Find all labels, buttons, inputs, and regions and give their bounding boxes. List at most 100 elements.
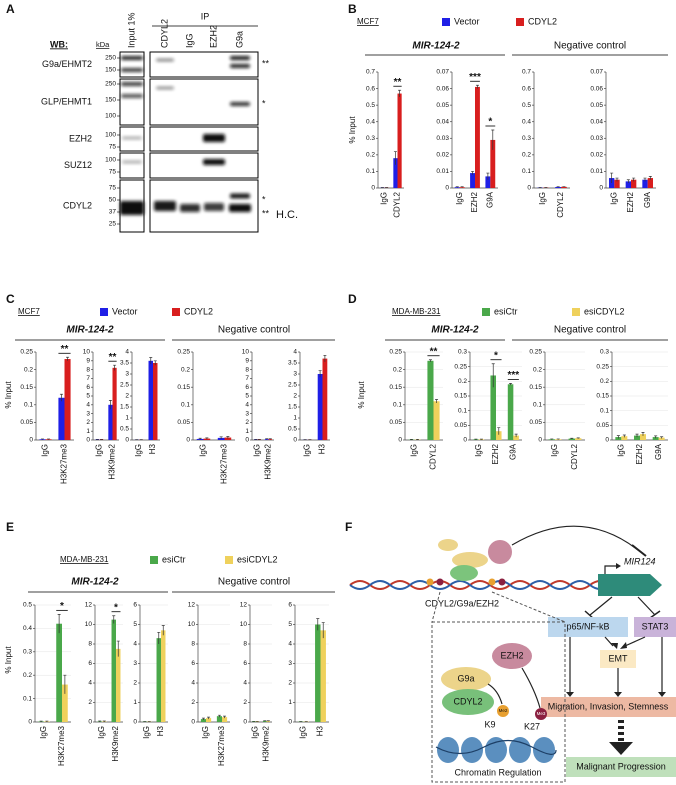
y-tick-label: 0.07 [436, 69, 449, 76]
y-tick-label: 5 [245, 393, 249, 400]
error-bar [497, 427, 501, 435]
y-axis-title: % Input [357, 381, 366, 409]
error-bar [226, 436, 230, 439]
category-label: H3 [318, 443, 327, 454]
y-tick-label: 0.3 [23, 649, 32, 656]
wb-label: WB: [50, 39, 68, 49]
y-tick-label: 0.7 [366, 69, 375, 76]
node-box [541, 697, 676, 717]
y-axis-title: % Input [348, 116, 357, 144]
y-tick-label: 1 [125, 415, 129, 422]
error-bar [428, 359, 432, 362]
blot-band [230, 193, 250, 199]
y-tick-label: 0.3 [458, 349, 467, 356]
dna-strand [349, 580, 611, 590]
y-tick-label: 0 [133, 719, 137, 726]
y-tick-label: 1 [86, 428, 90, 435]
blot-note: * [262, 194, 266, 204]
y-tick-label: 3 [125, 371, 129, 378]
error-bar [616, 435, 620, 439]
y-tick-label: 3 [288, 660, 292, 667]
category-label: H3 [316, 725, 325, 736]
y-tick-label: 1 [245, 428, 249, 435]
bar [614, 179, 620, 188]
error-bar [219, 436, 223, 439]
kda-marker: 37 [109, 209, 117, 216]
error-bar [475, 84, 479, 89]
significance-label: * [114, 602, 118, 613]
y-tick-label: 0.05 [529, 419, 542, 426]
y-tick-label: 0.6 [522, 85, 531, 92]
category-label: IgG [142, 726, 151, 739]
error-bar [207, 716, 211, 720]
error-bar [471, 171, 475, 175]
category-label: H3K27me3 [217, 725, 226, 766]
category-label: H3 [156, 725, 165, 736]
y-tick-label: 2 [125, 393, 129, 400]
category-label: IgG [538, 192, 547, 205]
row-label: G9a/EHMT2 [42, 59, 92, 69]
y-tick-label: 0.15 [596, 393, 609, 400]
y-tick-label: 0.1 [23, 695, 32, 702]
error-bar [556, 438, 560, 440]
row-label: SUZ12 [64, 160, 92, 170]
cell-line: MCF7 [357, 17, 379, 26]
bar [322, 358, 328, 440]
y-tick-label: 4 [133, 641, 137, 648]
blot-band [203, 159, 225, 165]
mark-dot [426, 578, 434, 586]
error-bar [316, 618, 320, 631]
category-label: G9A [508, 443, 517, 460]
y-tick-label: 0.3 [522, 135, 531, 142]
category-label: IgG [550, 444, 559, 457]
error-bar [57, 614, 61, 634]
bar [513, 435, 519, 440]
cell-line: MDA-MB-231 [392, 307, 441, 316]
bar [62, 684, 68, 722]
category-label: IgG [97, 726, 106, 739]
y-tick-label: 2 [191, 699, 195, 706]
error-bar [47, 438, 51, 440]
error-bar [153, 360, 157, 366]
y-tick-label: 0.05 [177, 419, 190, 426]
error-bar [116, 640, 120, 657]
protein [441, 667, 491, 691]
legend-swatch [100, 308, 108, 316]
blot-note: H.C. [276, 209, 298, 221]
lane-label: G9a [234, 31, 244, 48]
y-tick-label: 12 [85, 602, 93, 609]
node-label: EMT [609, 653, 629, 663]
mark-dot [535, 708, 547, 720]
error-bar [40, 438, 44, 440]
y-tick-label: 0 [86, 437, 90, 444]
error-bar [157, 631, 161, 644]
mark-dot [498, 578, 506, 586]
kda-marker: 75 [109, 185, 117, 192]
y-tick-label: 0.05 [454, 422, 467, 429]
bar [216, 716, 222, 722]
bar [266, 721, 271, 722]
error-bar [491, 363, 495, 388]
y-tick-label: 0 [527, 185, 531, 192]
y-tick-label: 0.2 [181, 366, 190, 373]
y-tick-label: 4 [243, 680, 247, 687]
arrow [604, 636, 614, 647]
error-bar [486, 172, 490, 180]
error-bar [416, 438, 420, 440]
y-tick-label: 2 [293, 393, 297, 400]
error-bar [266, 720, 270, 722]
y-tick-label: 0 [245, 437, 249, 444]
category-label: H3K27me3 [60, 443, 69, 484]
mark-label: Me3 [537, 711, 546, 716]
y-tick-label: 0.5 [522, 102, 531, 109]
arrows [569, 636, 663, 692]
y-tick-label: 0.05 [20, 419, 33, 426]
significance-label: ** [430, 346, 438, 357]
protein [488, 540, 512, 564]
legend-label: esiCtr [162, 554, 186, 564]
error-bar [435, 399, 439, 404]
category-label: IgG [201, 726, 210, 739]
error-bar [474, 438, 478, 440]
category-label: IgG [251, 726, 260, 739]
y-tick-label: 8 [86, 366, 90, 373]
